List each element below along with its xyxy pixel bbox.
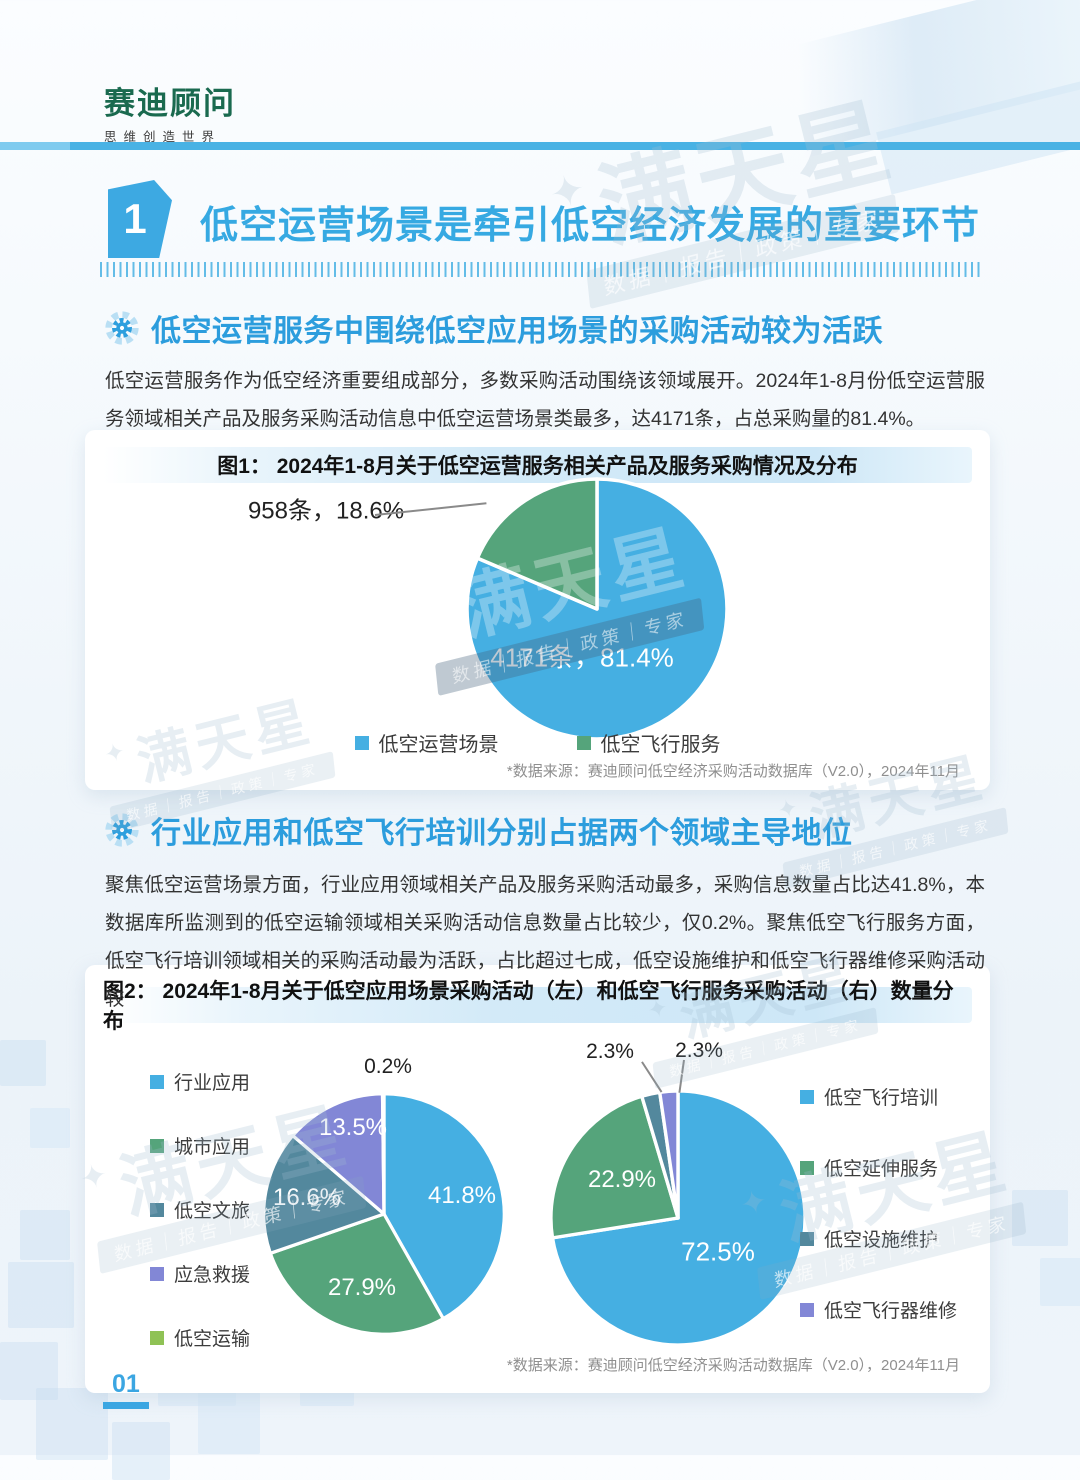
legend-item: 低空飞行培训: [800, 1083, 957, 1110]
pie-slice-label: 2.3%: [586, 1040, 634, 1063]
legend-swatch: [150, 1202, 164, 1217]
mosaic-square: [1040, 1258, 1080, 1306]
figure2-left-legend: 行业应用 城市应用 低空文旅 应急救援 低空运输: [150, 1068, 250, 1351]
brand-logo: 赛迪顾问: [104, 86, 236, 121]
pie-slice-label: 27.9%: [327, 1274, 397, 1301]
legend-swatch: [150, 1138, 164, 1153]
legend-item: 低空延伸服务: [800, 1154, 957, 1181]
subsection1-body: 低空运营服务作为低空经济重要组成部分，多数采购活动围绕该领域展开。2024年1-…: [105, 370, 985, 431]
mosaic-square: [1012, 1190, 1068, 1246]
legend-label: 低空飞行培训: [824, 1088, 939, 1109]
legend-item: 应急救援: [150, 1260, 250, 1287]
subsection2-heading-row: 行业应用和低空飞行培训分别占据两个领域主导地位: [103, 808, 853, 852]
figure1-pie-chart: [465, 477, 729, 741]
legend-label: 行业应用: [174, 1073, 251, 1094]
corner-shape: [653, 0, 1080, 190]
brand-block: 赛迪顾问 思维创造世界: [104, 78, 236, 145]
subsection1-title: 低空运营服务中围绕低空应用场景的采购活动较为活跃: [151, 315, 883, 348]
legend-item: 低空设施维护: [800, 1225, 957, 1252]
corner-shape: [876, 69, 1080, 195]
figure1-card: 图1： 2024年1-8月关于低空运营服务相关产品及服务采购情况及分布 958条…: [85, 430, 990, 790]
legend-label: 低空延伸服务: [824, 1159, 939, 1180]
figure2-titleband: 图2： 2024年1-8月关于低空应用场景采购活动（左）和低空飞行服务采购活动（…: [103, 980, 972, 1033]
legend-swatch: [576, 735, 591, 750]
figure2-right-pie-chart: [549, 1089, 807, 1347]
legend-label: 应急救援: [174, 1265, 251, 1286]
section-tickline: [100, 262, 982, 277]
mosaic-square: [0, 1342, 58, 1400]
figure1-callout-label: 958条，18.6%: [247, 497, 405, 525]
pie-slice-label: 0.2%: [364, 1055, 412, 1078]
figure2-left-pie-chart: [262, 1092, 506, 1336]
legend-label: 低空飞行服务: [600, 734, 721, 756]
section-number: 1: [123, 195, 147, 242]
mosaic-square: [112, 1422, 170, 1480]
figure2-title: 图2： 2024年1-8月关于低空应用场景采购活动（左）和低空飞行服务采购活动（…: [103, 980, 954, 1033]
legend-swatch: [150, 1266, 164, 1281]
legend-label: 低空文旅: [174, 1201, 251, 1222]
page-number-underline: [103, 1402, 149, 1409]
legend-label: 低空运营场景: [378, 734, 499, 756]
mosaic-square: [36, 1388, 108, 1460]
pie-slice-label: 72.5%: [681, 1236, 755, 1267]
pie-slice-label: 22.9%: [587, 1166, 657, 1193]
mosaic-square: [20, 1210, 70, 1260]
pie-slice-label: 13.5%: [318, 1114, 388, 1141]
figure1-source: *数据来源：赛迪顾问低空经济采购活动数据库（V2.0），2024年11月: [506, 763, 960, 780]
legend-item: 低空飞行器维修: [800, 1296, 957, 1323]
legend-item: 低空飞行服务: [576, 728, 721, 757]
header-rule: [0, 142, 1080, 150]
legend-label: 城市应用: [174, 1137, 251, 1158]
subsection2-title: 行业应用和低空飞行培训分别占据两个领域主导地位: [151, 817, 853, 850]
pie-slice-label: 16.6%: [272, 1184, 342, 1211]
page-number: 01: [112, 1370, 140, 1398]
legend-swatch: [800, 1089, 814, 1104]
legend-swatch: [150, 1074, 164, 1089]
legend-swatch: [150, 1330, 164, 1345]
legend-item: 行业应用: [150, 1068, 250, 1095]
figure2-source: *数据来源：赛迪顾问低空经济采购活动数据库（V2.0），2024年11月: [506, 1357, 960, 1374]
legend-item: 低空运营场景: [354, 728, 499, 757]
section-number-badge: 1: [108, 180, 172, 258]
legend-item: 城市应用: [150, 1132, 250, 1159]
mosaic-square: [198, 1392, 260, 1454]
legend-swatch: [800, 1302, 814, 1317]
pie-slice-label: 2.3%: [675, 1039, 723, 1062]
brand-tagline: 思维创造世界: [104, 130, 222, 144]
legend-label: 低空设施维护: [824, 1230, 939, 1251]
section-title: 低空运营场景是牵引低空经济发展的重要环节: [200, 205, 981, 247]
pie-slice-label: 41.8%: [427, 1182, 497, 1209]
legend-swatch: [800, 1231, 814, 1246]
figure2-right-legend: 低空飞行培训 低空延伸服务 低空设施维护 低空飞行器维修: [800, 1083, 957, 1323]
gear-icon: [105, 813, 139, 847]
legend-swatch: [800, 1160, 814, 1175]
gear-icon: [105, 311, 139, 345]
mosaic-square: [0, 1040, 46, 1086]
figure2-card: 图2： 2024年1-8月关于低空应用场景采购活动（左）和低空飞行服务采购活动（…: [85, 965, 990, 1393]
legend-swatch: [354, 735, 369, 750]
legend-item: 低空运输: [150, 1324, 250, 1351]
legend-label: 低空飞行器维修: [824, 1301, 958, 1322]
figure1-legend: 低空运营场景 低空飞行服务: [85, 728, 990, 757]
subsection2-body: 聚焦低空运营场景方面，行业应用领域相关产品及服务采购活动最多，采购信息数量占比达…: [105, 874, 985, 1011]
mosaic-square: [30, 1108, 70, 1148]
figure1-titleband: 图1： 2024年1-8月关于低空运营服务相关产品及服务采购情况及分布: [103, 447, 972, 483]
mosaic-square: [8, 1262, 74, 1328]
figure1-title: 图1： 2024年1-8月关于低空运营服务相关产品及服务采购情况及分布: [217, 455, 858, 478]
figure1-inner-label: 4171条，81.4%: [490, 642, 674, 673]
legend-item: 低空文旅: [150, 1196, 250, 1223]
legend-label: 低空运输: [174, 1329, 251, 1350]
subsection1-heading-row: 低空运营服务中围绕低空应用场景的采购活动较为活跃: [103, 306, 883, 350]
